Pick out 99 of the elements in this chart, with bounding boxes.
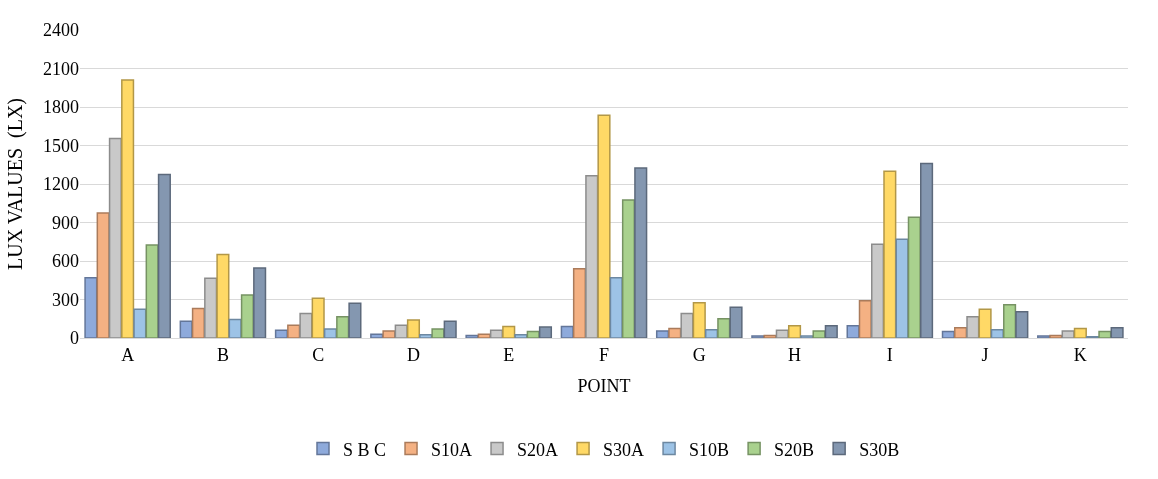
y-tick-label: 300 (52, 289, 79, 310)
bar (907, 216, 921, 338)
legend-label: S30A (603, 439, 645, 460)
bar (883, 170, 897, 338)
bar (204, 277, 218, 338)
x-tick-label: F (598, 344, 610, 365)
x-tick-label: I (886, 344, 893, 365)
y-tick-label: 1800 (43, 97, 79, 118)
bar (443, 320, 457, 338)
bar (1061, 330, 1075, 338)
bar (978, 308, 992, 338)
bar (846, 325, 860, 338)
bar (597, 114, 611, 338)
bar (668, 327, 682, 338)
bar (96, 212, 110, 338)
bar (382, 330, 396, 338)
legend-label: S20A (517, 439, 559, 460)
x-tick-label: G (692, 344, 706, 365)
y-tick-label: 900 (52, 212, 79, 233)
bar (763, 334, 777, 338)
x-tick-label: K (1073, 344, 1087, 365)
bar (477, 333, 491, 338)
bar (253, 267, 267, 338)
y-tick-label: 0 (70, 328, 79, 349)
bar (431, 328, 445, 338)
bar (108, 137, 122, 338)
bar (812, 330, 826, 338)
bar (966, 316, 980, 338)
bar (121, 79, 135, 338)
bar (370, 333, 384, 338)
bar (560, 325, 574, 338)
bar (572, 267, 587, 338)
bar (406, 319, 421, 338)
bar (585, 174, 599, 338)
bar (538, 326, 553, 338)
bar (655, 330, 670, 338)
x-tick-label: J (981, 344, 989, 365)
bar (692, 301, 706, 338)
bar (895, 238, 909, 338)
bar (920, 162, 934, 338)
bar (787, 325, 802, 338)
x-axis-title: POINT (577, 375, 631, 396)
bar (299, 312, 313, 338)
bar (729, 306, 743, 338)
x-tick-label: B (216, 344, 229, 365)
bar (323, 328, 337, 338)
bar (145, 244, 159, 338)
y-tick-label: 2400 (43, 20, 79, 41)
legend-label: S20B (774, 439, 815, 460)
bar (336, 316, 350, 338)
bar (990, 328, 1004, 338)
bar (157, 173, 171, 338)
bar (941, 330, 955, 338)
bar (526, 330, 540, 338)
bar (1003, 303, 1017, 338)
bar (858, 300, 872, 338)
bar (1110, 326, 1124, 338)
bar (84, 276, 98, 338)
bar (871, 243, 885, 338)
bar (228, 318, 242, 338)
bar (704, 328, 719, 338)
bar (502, 325, 516, 338)
bar (191, 307, 205, 338)
y-tick-label: 1200 (43, 174, 79, 195)
bar (216, 253, 230, 338)
x-tick-label: H (788, 344, 802, 365)
legend-label: S10B (689, 439, 730, 460)
bar (1015, 310, 1029, 338)
bar (348, 302, 362, 338)
y-tick-label: 600 (52, 251, 79, 272)
bar (465, 334, 479, 338)
bar (133, 308, 147, 338)
y-axis-title: LUX VALUES (LX) (3, 97, 27, 271)
bar (621, 199, 636, 338)
bar (287, 324, 301, 338)
legend-label: S10A (431, 439, 473, 460)
bar (240, 294, 254, 338)
bar (680, 312, 694, 338)
legend-label: S30B (859, 439, 900, 460)
y-tick-label: 1500 (43, 135, 79, 156)
bar (1049, 334, 1063, 338)
bar (954, 326, 968, 338)
bar (419, 334, 433, 338)
bar (824, 325, 838, 338)
bar (394, 324, 408, 338)
bar (634, 167, 648, 338)
x-tick-label: A (121, 344, 135, 365)
bar (1098, 330, 1112, 338)
x-tick-label: C (312, 344, 325, 365)
y-tick-label: 2100 (43, 58, 79, 79)
bar (609, 276, 623, 338)
bar (1073, 327, 1087, 338)
x-tick-label: D (406, 344, 420, 365)
x-tick-label: E (503, 344, 515, 365)
bar (514, 334, 528, 338)
bar (717, 318, 731, 338)
bar (311, 297, 325, 338)
legend-label: S B C (343, 439, 387, 460)
bar (179, 320, 193, 338)
